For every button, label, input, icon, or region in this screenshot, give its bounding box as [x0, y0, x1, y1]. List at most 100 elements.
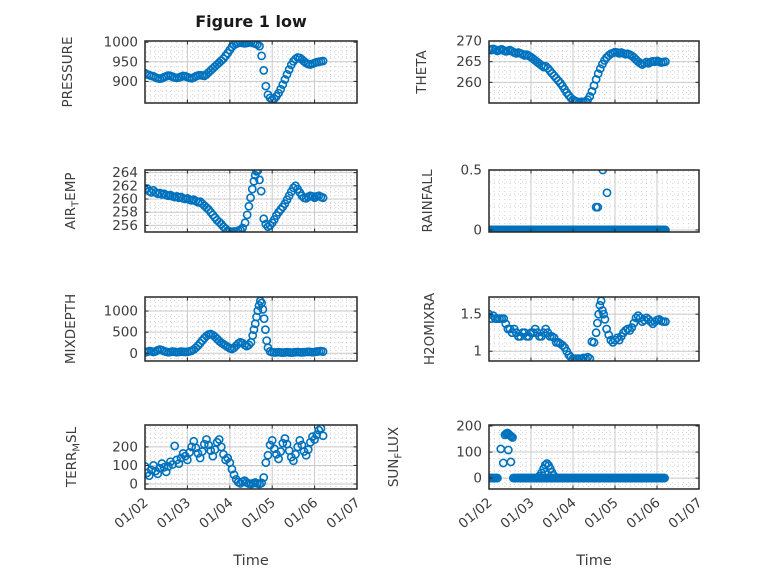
- data-point: [318, 431, 328, 441]
- axes-box: [488, 424, 700, 490]
- data-point: [549, 71, 559, 81]
- x-tick-label: 01/05: [239, 495, 279, 532]
- data-point: [233, 41, 243, 48]
- data-point: [660, 473, 669, 483]
- y-tick-label: 260: [456, 75, 482, 91]
- major-grid: [145, 170, 357, 232]
- data-point: [159, 462, 169, 472]
- data-point: [267, 435, 277, 445]
- data-point: [545, 66, 555, 76]
- axes-box: [144, 169, 358, 233]
- data-point: [585, 354, 595, 361]
- data-point: [499, 314, 509, 324]
- x-tick-label: 01/07: [665, 495, 705, 532]
- tick-marks: [144, 425, 358, 489]
- data-point: [155, 463, 165, 473]
- y-tick-label: 950: [112, 54, 138, 70]
- x-tick-label: 01/02: [455, 495, 495, 532]
- data-point: [229, 470, 239, 480]
- data-point: [187, 442, 197, 452]
- y-tick-label: 256: [112, 218, 138, 234]
- y-tick-label: 1: [473, 344, 482, 360]
- plot-terr_msl: 0 100 200 TERRMSL 01/02 01/03 01/04 01/05 01/06 0…: [64, 424, 364, 532]
- tick-marks: [488, 40, 700, 103]
- y-axis-label: TERRMSL: [64, 426, 83, 488]
- data-point: [163, 461, 173, 471]
- data-point: [661, 225, 670, 232]
- data-point: [257, 51, 266, 61]
- data-point: [258, 304, 268, 314]
- data-point: [252, 170, 261, 176]
- data-point: [185, 448, 194, 457]
- data-point: [598, 170, 608, 175]
- x-tick-label: 01/03: [497, 495, 537, 532]
- data-point: [153, 469, 163, 479]
- y-tick-label: 0: [473, 471, 482, 487]
- y-axis-label: RAINFALL: [420, 169, 436, 232]
- y-tick-label: 264: [112, 165, 138, 181]
- data-point: [191, 443, 201, 453]
- data-points: [145, 170, 328, 232]
- data-point: [506, 432, 516, 441]
- y-tick-label: 100: [456, 445, 482, 461]
- x-tick-label: 01/04: [539, 495, 579, 532]
- data-point: [236, 225, 245, 232]
- y-tick-label: 0: [129, 346, 138, 362]
- minor-grid: [146, 426, 356, 490]
- data-points: [489, 297, 670, 361]
- data-point: [501, 319, 511, 329]
- data-points: [145, 425, 328, 489]
- axes-box: [488, 296, 700, 362]
- y-axis-label: MIXDEPTH: [63, 294, 79, 364]
- data-point: [595, 64, 605, 74]
- plot-sun_flux: 0 100 200 SUNFLUX 01/02 01/03 01/04 01/05 01/06 0…: [386, 419, 706, 533]
- axes-box: [488, 169, 700, 233]
- data-point: [629, 318, 639, 328]
- data-point: [161, 467, 171, 477]
- data-point: [604, 330, 614, 340]
- data-point: [553, 76, 563, 86]
- data-point: [310, 435, 319, 444]
- data-point: [259, 66, 269, 75]
- data-point: [257, 478, 266, 488]
- y-tick-label: 258: [112, 205, 138, 221]
- data-point: [288, 183, 298, 193]
- y-tick-label: 260: [112, 192, 138, 208]
- data-point: [244, 201, 254, 211]
- data-point: [284, 65, 294, 75]
- data-point: [252, 41, 262, 49]
- data-points: [489, 170, 670, 232]
- data-point: [579, 353, 588, 361]
- data-point: [558, 340, 567, 350]
- data-point: [261, 81, 271, 91]
- data-points: [489, 44, 670, 103]
- data-point: [256, 186, 266, 196]
- data-point: [145, 461, 150, 471]
- data-point: [492, 473, 502, 483]
- data-point: [174, 459, 184, 468]
- data-point: [318, 56, 328, 66]
- y-axis-label: H2OMIXRA: [422, 292, 438, 365]
- minor-grid: [146, 42, 356, 102]
- data-point: [259, 314, 269, 324]
- data-point: [259, 473, 269, 482]
- x-axis-label-left: Time: [233, 553, 269, 569]
- data-point: [204, 440, 213, 450]
- y-tick-label: 900: [112, 74, 138, 90]
- data-point: [627, 323, 637, 332]
- minor-grid: [490, 426, 698, 488]
- data-point: [602, 188, 612, 198]
- data-point: [570, 96, 580, 103]
- plot-rainfall: 0 0.5 RAINFALL: [420, 163, 700, 238]
- data-point: [661, 317, 670, 326]
- plot-background: [489, 170, 699, 232]
- y-tick-label: 0: [129, 476, 138, 492]
- y-tick-label: 0.5: [461, 163, 482, 179]
- y-tick-label: 262: [112, 178, 138, 194]
- data-point: [503, 445, 513, 455]
- data-points: [145, 297, 328, 358]
- data-point: [610, 335, 620, 345]
- data-point: [242, 210, 252, 220]
